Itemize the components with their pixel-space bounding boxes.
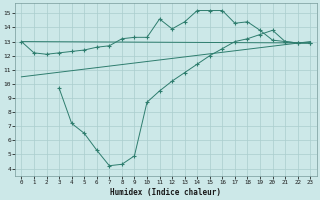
X-axis label: Humidex (Indice chaleur): Humidex (Indice chaleur)	[110, 188, 221, 197]
